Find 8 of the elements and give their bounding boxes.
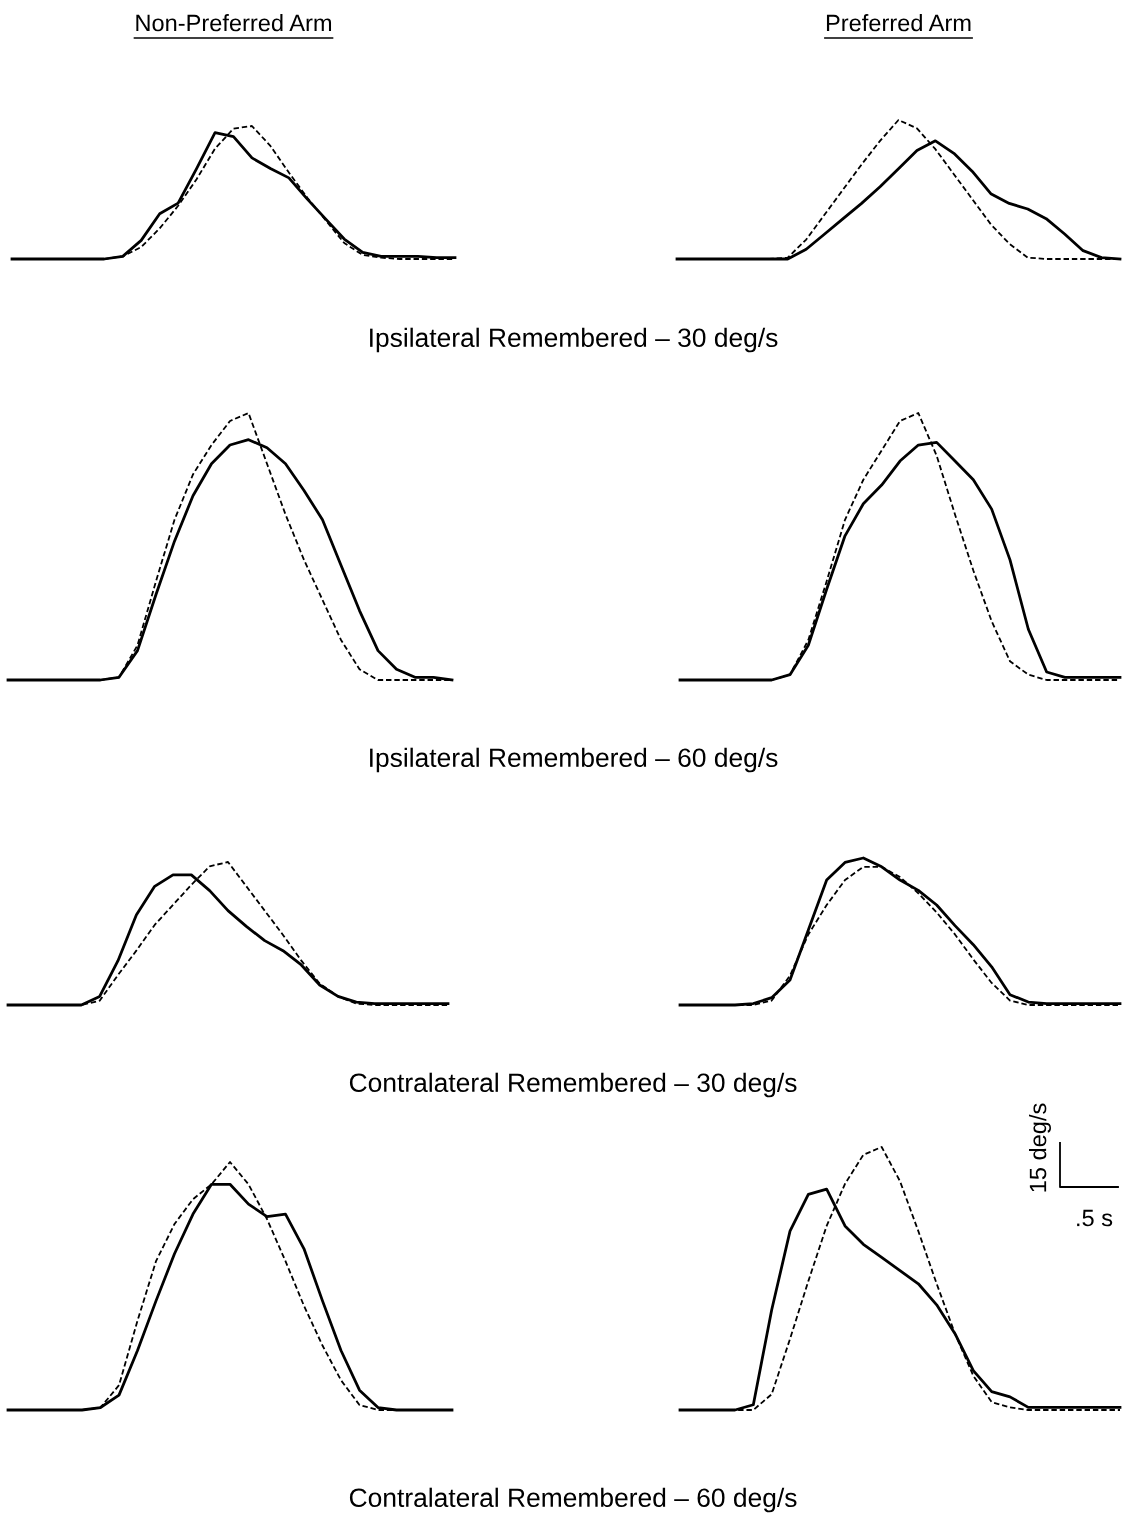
annotation: 15 deg/s	[1028, 1103, 1052, 1192]
chart-title: Preferred Arm	[826, 14, 971, 32]
x-axis-title: Ipsilateral Remembered – 30 deg/s	[370, 327, 778, 353]
chart-title: Non-Preferred Arm	[136, 14, 332, 32]
annotation: .5 s	[1077, 1209, 1113, 1227]
x-axis-title: Contralateral Remembered – 30 deg/s	[349, 1072, 797, 1098]
x-axis-title: Contralateral Remembered – 60 deg/s	[349, 1487, 797, 1513]
x-axis-title: Ipsilateral Remembered – 60 deg/s	[370, 747, 778, 773]
